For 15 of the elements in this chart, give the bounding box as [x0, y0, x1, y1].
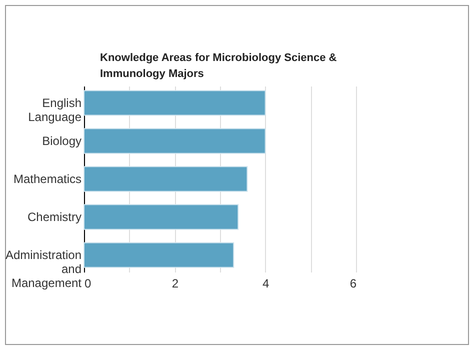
chart-title: Knowledge Areas for Microbiology Science & Immunology Majors — [100, 51, 338, 82]
x-tick-label: 4 — [262, 276, 270, 290]
y-tick-label: Mathematics — [13, 172, 82, 186]
y-tick-label: English Language — [28, 96, 82, 124]
bar — [84, 204, 239, 230]
y-tick-label: Administration and Management — [5, 248, 82, 290]
x-tick-label: 2 — [172, 276, 179, 290]
y-tick-label: Chemistry — [27, 210, 82, 224]
y-tick-label: Biology — [42, 134, 82, 148]
bar — [84, 242, 234, 268]
bar — [84, 90, 266, 116]
bar — [84, 166, 248, 192]
bar — [84, 128, 266, 154]
x-tick-label: 6 — [350, 276, 357, 290]
x-tick-label: 0 — [84, 276, 92, 290]
